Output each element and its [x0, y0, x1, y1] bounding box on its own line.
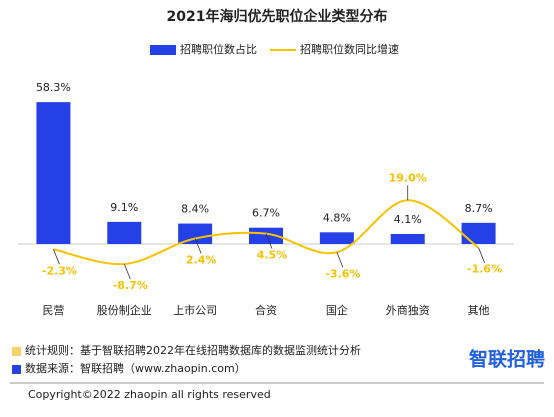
value-label: 58.3% [36, 81, 71, 94]
legend-swatch [150, 45, 176, 55]
bar [36, 102, 71, 245]
note-icon [12, 365, 21, 374]
x-tick-label: 上市公司 [173, 303, 217, 317]
x-tick-label: 其他 [468, 304, 490, 317]
value-label: 4.8% [323, 211, 351, 224]
x-tick-label: 外商独资 [386, 303, 430, 317]
x-tick-label: 合资 [255, 303, 277, 317]
value-label: -2.3% [42, 264, 77, 277]
bar [390, 234, 425, 244]
value-label: 8.7% [465, 202, 493, 215]
legend-label: 招聘职位数同比增速 [300, 42, 399, 56]
x-tick-label: 股份制企业 [97, 303, 152, 317]
bar [178, 223, 213, 244]
leader-line [194, 238, 202, 254]
bar [461, 222, 496, 244]
leader-line [265, 233, 273, 249]
value-label: 6.7% [252, 207, 280, 220]
leader-line [53, 249, 60, 265]
value-label: -1.6% [467, 263, 502, 276]
value-label: 4.1% [394, 213, 422, 226]
value-label: -3.6% [325, 267, 360, 280]
value-label: 2.4% [186, 253, 217, 266]
note-rule: 统计规则：基于智联招聘2022年在线招聘数据库的数据监测统计分析 [25, 343, 361, 357]
value-label: 9.1% [110, 201, 138, 214]
leader-line [336, 252, 344, 268]
leader-line [478, 247, 485, 263]
value-label: 4.5% [257, 249, 288, 262]
bar [107, 221, 142, 244]
bar [319, 232, 354, 244]
chart-title: 2021年海归优先职位企业类型分布 [167, 8, 388, 25]
value-label: 19.0% [389, 171, 427, 184]
copyright: Copyright©2022 zhaopin all rights reserv… [28, 388, 271, 401]
leader-line [123, 263, 131, 280]
logo: 智联招聘 [469, 348, 545, 371]
legend-label: 招聘职位数占比 [180, 42, 257, 56]
value-label: 8.4% [181, 203, 209, 216]
value-label: -8.7% [113, 279, 148, 292]
bar [249, 227, 283, 244]
note-icon [12, 347, 21, 356]
x-tick-label: 国企 [326, 303, 348, 317]
note-source: 数据来源：智联招聘（www.zhaopin.com） [25, 361, 246, 375]
x-tick-label: 民营 [42, 303, 64, 317]
